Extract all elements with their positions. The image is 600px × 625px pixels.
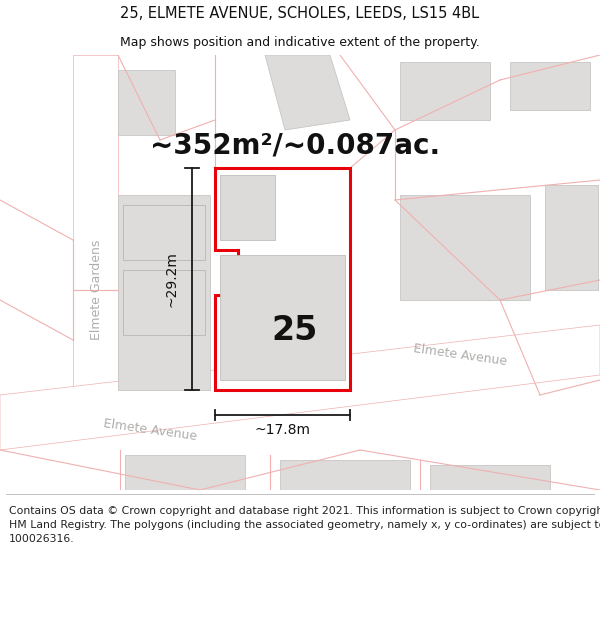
Polygon shape [280,460,410,490]
Text: Map shows position and indicative extent of the property.: Map shows position and indicative extent… [120,36,480,49]
Polygon shape [400,62,490,120]
Polygon shape [400,195,530,300]
Text: 25: 25 [272,314,318,346]
Text: Elmete Avenue: Elmete Avenue [103,417,197,443]
Text: Contains OS data © Crown copyright and database right 2021. This information is : Contains OS data © Crown copyright and d… [9,506,600,544]
Polygon shape [220,175,275,240]
Polygon shape [220,255,345,380]
Text: ~29.2m: ~29.2m [164,251,178,307]
Polygon shape [430,465,550,490]
Polygon shape [0,325,600,450]
Polygon shape [73,55,118,420]
Polygon shape [510,62,590,110]
Text: ~17.8m: ~17.8m [254,423,311,438]
Text: ~352m²/~0.087ac.: ~352m²/~0.087ac. [150,131,440,159]
Polygon shape [545,185,598,290]
Polygon shape [118,70,175,135]
Text: 25, ELMETE AVENUE, SCHOLES, LEEDS, LS15 4BL: 25, ELMETE AVENUE, SCHOLES, LEEDS, LS15 … [121,6,479,21]
Polygon shape [123,270,205,335]
Text: Elmete Avenue: Elmete Avenue [412,342,508,368]
Polygon shape [125,455,245,490]
Polygon shape [123,205,205,260]
Polygon shape [215,168,350,390]
Text: Elmete Gardens: Elmete Gardens [89,240,103,340]
Polygon shape [118,195,210,390]
Polygon shape [265,55,350,130]
